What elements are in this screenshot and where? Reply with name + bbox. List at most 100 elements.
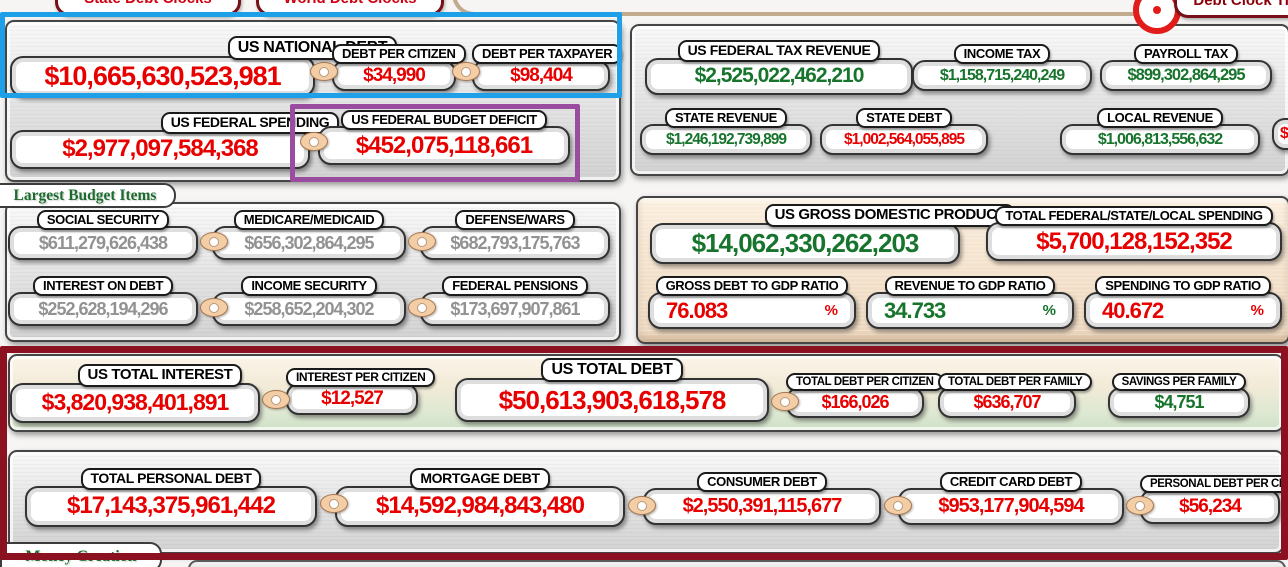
total-personal-debt-label: TOTAL PERSONAL DEBT xyxy=(80,468,262,490)
link-connector-icon xyxy=(628,496,656,515)
link-connector-icon xyxy=(408,232,436,251)
federal-pensions-pill: FEDERAL PENSIONS $173,697,907,861 xyxy=(420,276,610,327)
state-revenue-label: STATE REVENUE xyxy=(665,108,787,129)
interest-per-citizen-pill: INTEREST PER CITIZEN $12,527 xyxy=(286,368,436,415)
debt-per-taxpayer-label: DEBT PER TAXPAYER xyxy=(472,44,623,65)
medicare-medicaid-value: $656,302,864,295 xyxy=(212,226,406,261)
total-debt-per-family-value: $636,707 xyxy=(938,387,1076,419)
debt-per-taxpayer-pill: DEBT PER TAXPAYER $98,404 xyxy=(472,44,623,92)
world-debt-clocks-button[interactable]: World Debt Clocks xyxy=(256,0,444,16)
state-debt-clocks-button[interactable]: State Debt Clocks xyxy=(55,0,241,16)
payroll-tax-label: PAYROLL TAX xyxy=(1134,44,1238,65)
percent-icon: % xyxy=(824,302,838,320)
personal-debt-per-citizen-label: PERSONAL DEBT PER CIT. xyxy=(1140,475,1288,494)
social-security-pill: SOCIAL SECURITY $611,279,626,438 xyxy=(8,210,198,261)
largest-budget-items-tab: Largest Budget Items xyxy=(0,183,176,208)
savings-per-family-label: SAVINGS PER FAMILY xyxy=(1111,373,1247,392)
federal-pensions-label: FEDERAL PENSIONS xyxy=(442,276,588,297)
us-gdp-label: US GROSS DOMESTIC PRODUCT xyxy=(764,204,1016,227)
payroll-tax-value: $899,302,864,295 xyxy=(1100,60,1272,92)
next-section-panel-edge xyxy=(188,560,1286,567)
link-connector-icon xyxy=(310,62,338,81)
revenue-to-gdp-pill: REVENUE TO GDP RATIO 34.733 % xyxy=(866,276,1074,330)
percent-icon: % xyxy=(1042,302,1056,320)
defense-wars-label: DEFENSE/WARS xyxy=(455,210,575,231)
us-federal-tax-revenue-pill: US FEDERAL TAX REVENUE $2,525,022,462,21… xyxy=(645,40,913,95)
debt-per-citizen-pill: DEBT PER CITIZEN $34,990 xyxy=(332,44,466,92)
income-security-pill: INCOME SECURITY $258,652,204,302 xyxy=(212,276,406,327)
gross-debt-to-gdp-value: 76.083 % xyxy=(648,292,856,330)
link-connector-icon xyxy=(771,392,799,411)
credit-card-debt-value: $953,177,904,594 xyxy=(898,488,1124,526)
debt-per-taxpayer-value: $98,404 xyxy=(472,60,610,92)
us-federal-budget-deficit-pill: US FEDERAL BUDGET DEFICIT $452,075,118,6… xyxy=(318,110,570,166)
mortgage-debt-pill: MORTGAGE DEBT $14,592,984,843,480 xyxy=(335,468,625,527)
us-federal-spending-label: US FEDERAL SPENDING xyxy=(160,112,340,134)
revenue-to-gdp-label: REVENUE TO GDP RATIO xyxy=(884,276,1056,297)
income-tax-label: INCOME TAX xyxy=(953,44,1051,65)
state-debt-value: $1,002,564,055,895 xyxy=(820,124,988,156)
us-total-debt-label: US TOTAL DEBT xyxy=(541,358,683,382)
mortgage-debt-label: MORTGAGE DEBT xyxy=(410,468,550,490)
us-national-debt-pill: US NATIONAL DEBT $10,665,630,523,981 xyxy=(10,36,398,97)
total-government-spending-label: TOTAL FEDERAL/STATE/LOCAL SPENDING xyxy=(995,206,1273,227)
spending-to-gdp-pill: SPENDING TO GDP RATIO 40.672 % xyxy=(1084,276,1282,330)
spending-to-gdp-value: 40.672 % xyxy=(1084,292,1282,330)
us-federal-tax-revenue-value: $2,525,022,462,210 xyxy=(645,57,913,95)
link-connector-icon xyxy=(1126,496,1154,515)
clipped-pill-fragment: $ xyxy=(1272,118,1288,150)
ratio-number: 40.672 xyxy=(1102,297,1164,323)
interest-per-citizen-label: INTEREST PER CITIZEN xyxy=(286,368,436,387)
social-security-label: SOCIAL SECURITY xyxy=(36,210,170,231)
state-debt-label: STATE DEBT xyxy=(856,108,952,129)
total-debt-per-citizen-pill: TOTAL DEBT PER CITIZEN $166,026 xyxy=(786,372,944,419)
interest-per-citizen-value: $12,527 xyxy=(286,383,418,415)
us-total-interest-pill: US TOTAL INTEREST $3,820,938,401,891 xyxy=(10,364,260,423)
interest-on-debt-value: $252,628,194,296 xyxy=(8,292,198,327)
us-federal-budget-deficit-value: $452,075,118,661 xyxy=(318,126,570,166)
credit-card-debt-label: CREDIT CARD DEBT xyxy=(939,472,1083,493)
revenue-to-gdp-value: 34.733 % xyxy=(866,292,1074,330)
income-tax-pill: INCOME TAX $1,158,715,240,249 xyxy=(912,44,1092,92)
medicare-medicaid-pill: MEDICARE/MEDICAID $656,302,864,295 xyxy=(212,210,406,261)
total-debt-per-citizen-label: TOTAL DEBT PER CITIZEN xyxy=(786,373,944,392)
state-debt-pill: STATE DEBT $1,002,564,055,895 xyxy=(820,108,988,156)
total-personal-debt-pill: TOTAL PERSONAL DEBT $17,143,375,961,442 xyxy=(25,468,317,527)
savings-per-family-value: $4,751 xyxy=(1108,387,1250,419)
percent-icon: % xyxy=(1250,302,1264,320)
debt-per-citizen-value: $34,990 xyxy=(332,60,456,92)
personal-debt-per-citizen-pill: PERSONAL DEBT PER CIT. $56,234 xyxy=(1140,474,1288,525)
us-federal-spending-pill: US FEDERAL SPENDING $2,977,097,584,368 xyxy=(10,112,340,169)
income-security-value: $258,652,204,302 xyxy=(212,292,406,327)
payroll-tax-pill: PAYROLL TAX $899,302,864,295 xyxy=(1100,44,1272,92)
us-total-interest-value: $3,820,938,401,891 xyxy=(10,382,260,423)
debt-clock-time-button[interactable]: Debt Clock Time xyxy=(1174,0,1288,18)
consumer-debt-pill: CONSUMER DEBT $2,550,391,115,677 xyxy=(643,472,881,526)
local-revenue-pill: LOCAL REVENUE $1,006,813,556,632 xyxy=(1060,108,1260,156)
savings-per-family-pill: SAVINGS PER FAMILY $4,751 xyxy=(1108,372,1250,419)
total-government-spending-value: $5,700,128,152,352 xyxy=(986,222,1282,262)
us-total-interest-label: US TOTAL INTEREST xyxy=(77,364,243,387)
link-connector-icon xyxy=(300,132,328,151)
link-connector-icon xyxy=(262,390,290,409)
us-federal-budget-deficit-label: US FEDERAL BUDGET DEFICIT xyxy=(341,110,547,131)
debt-clock-timer-icon[interactable] xyxy=(1133,0,1181,34)
personal-debt-per-citizen-value: $56,234 xyxy=(1140,489,1280,525)
link-connector-icon xyxy=(200,298,228,317)
state-revenue-value: $1,246,192,739,899 xyxy=(640,124,812,156)
us-gdp-pill: US GROSS DOMESTIC PRODUCT $14,062,330,26… xyxy=(650,204,1016,264)
interest-on-debt-label: INTEREST ON DEBT xyxy=(33,276,173,297)
consumer-debt-label: CONSUMER DEBT xyxy=(697,472,827,493)
us-federal-spending-value: $2,977,097,584,368 xyxy=(10,129,310,169)
social-security-value: $611,279,626,438 xyxy=(8,226,198,261)
medicare-medicaid-label: MEDICARE/MEDICAID xyxy=(233,210,385,231)
ratio-number: 34.733 xyxy=(884,297,946,323)
income-security-label: INCOME SECURITY xyxy=(241,276,377,297)
debt-per-citizen-label: DEBT PER CITIZEN xyxy=(332,44,466,65)
us-national-debt-value: $10,665,630,523,981 xyxy=(10,56,315,97)
defense-wars-pill: DEFENSE/WARS $682,793,175,763 xyxy=(420,210,610,261)
gross-debt-to-gdp-pill: GROSS DEBT TO GDP RATIO 76.083 % xyxy=(648,276,856,330)
link-connector-icon xyxy=(320,494,348,513)
interest-on-debt-pill: INTEREST ON DEBT $252,628,194,296 xyxy=(8,276,198,327)
